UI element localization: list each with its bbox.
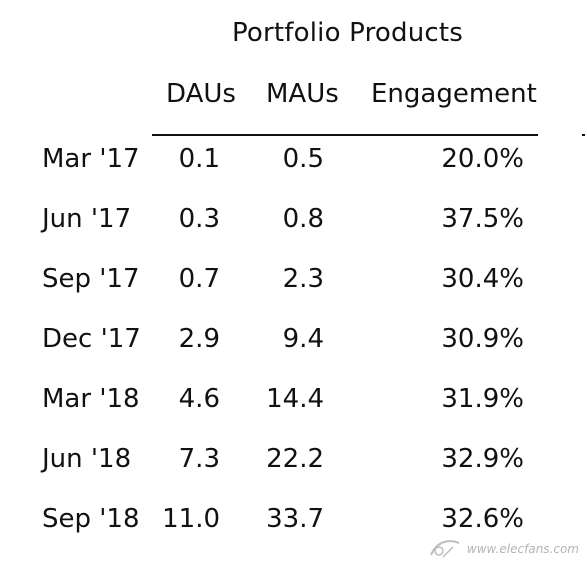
- cell-period: Jun '18: [42, 444, 132, 474]
- cell-engagement: 32.9%: [441, 444, 524, 474]
- table-row: Dec '17 2.9 9.4 30.9%: [0, 320, 587, 380]
- cell-period: Mar '18: [42, 384, 140, 414]
- header-rule: [152, 134, 538, 136]
- table-row: Sep '18 11.0 33.7 32.6%: [0, 500, 587, 560]
- cell-daus: 0.1: [178, 144, 220, 174]
- cell-daus: 7.3: [178, 444, 220, 474]
- cell-period: Sep '18: [42, 504, 140, 534]
- table-row: Mar '18 4.6 14.4 31.9%: [0, 380, 587, 440]
- cell-daus: 0.3: [178, 204, 220, 234]
- cell-daus: 4.6: [178, 384, 220, 414]
- table-row: Jun '18 7.3 22.2 32.9%: [0, 440, 587, 500]
- cell-period: Dec '17: [42, 324, 141, 354]
- cell-engagement: 32.6%: [441, 504, 524, 534]
- cell-maus: 0.5: [282, 144, 324, 174]
- table-title: Portfolio Products: [231, 18, 464, 48]
- cell-engagement: 30.9%: [441, 324, 524, 354]
- cell-engagement: 31.9%: [441, 384, 524, 414]
- header-daus: DAUs: [166, 79, 236, 109]
- watermark: www.elecfans.com: [429, 537, 579, 561]
- cell-maus: 33.7: [266, 504, 324, 534]
- table-body: Mar '17 0.1 0.5 20.0% Jun '17 0.3 0.8 37…: [0, 140, 587, 560]
- cell-engagement: 30.4%: [441, 264, 524, 294]
- watermark-text: www.elecfans.com: [466, 542, 579, 556]
- table-row: Jun '17 0.3 0.8 37.5%: [0, 200, 587, 260]
- table-row: Mar '17 0.1 0.5 20.0%: [0, 140, 587, 200]
- cell-maus: 9.4: [282, 324, 324, 354]
- cell-engagement: 20.0%: [441, 144, 524, 174]
- cell-maus: 2.3: [282, 264, 324, 294]
- cell-period: Mar '17: [42, 144, 140, 174]
- table-row: Sep '17 0.7 2.3 30.4%: [0, 260, 587, 320]
- cell-maus: 0.8: [282, 204, 324, 234]
- header-rule-tick: [582, 134, 585, 136]
- cell-maus: 22.2: [266, 444, 324, 474]
- cell-engagement: 37.5%: [441, 204, 524, 234]
- cell-maus: 14.4: [266, 384, 324, 414]
- cell-period: Sep '17: [42, 264, 140, 294]
- cell-daus: 2.9: [178, 324, 220, 354]
- header-maus: MAUs: [266, 79, 339, 109]
- table-header: DAUs MAUs Engagement: [0, 79, 587, 119]
- cell-period: Jun '17: [42, 204, 132, 234]
- cell-daus: 0.7: [178, 264, 220, 294]
- header-engagement: Engagement: [371, 79, 537, 109]
- watermark-logo-icon: [429, 537, 463, 561]
- cell-daus: 11.0: [162, 504, 220, 534]
